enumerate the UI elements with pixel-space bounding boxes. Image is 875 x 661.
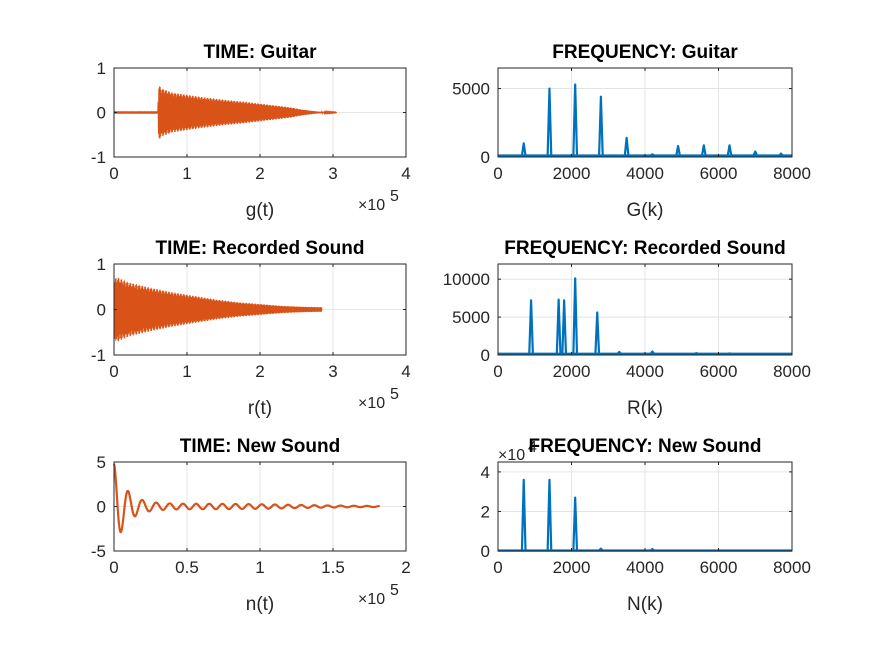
x-tick-label: 0: [109, 362, 118, 381]
x-tick-label: 1: [182, 362, 191, 381]
x-exponent-power: 5: [390, 386, 399, 403]
x-tick-label: 1.5: [321, 558, 345, 577]
y-tick-label: 10000: [443, 270, 490, 289]
y-tick-label: 0: [481, 346, 490, 365]
subplot-title: FREQUENCY: New Sound: [529, 436, 762, 457]
x-tick-label: 6000: [700, 362, 738, 381]
subplot-title: TIME: Guitar: [204, 42, 318, 63]
x-tick-label: 1: [255, 558, 264, 577]
y-tick-label: 5000: [452, 80, 490, 99]
x-exponent-power: 5: [390, 582, 399, 599]
y-tick-label: 5: [97, 453, 106, 472]
x-tick-label: 8000: [773, 164, 811, 183]
y-tick-label: 0: [97, 104, 106, 123]
x-axis-label: n(t): [246, 594, 275, 615]
x-tick-label: 4000: [626, 164, 664, 183]
x-tick-label: 2000: [553, 558, 591, 577]
y-tick-label: -5: [91, 542, 106, 561]
y-tick-label: 1: [97, 255, 106, 274]
y-tick-label: 1: [97, 59, 106, 78]
subplot-4: 0 2000 4000 6000 8000 0 5000 10000 FREQUENCY: Re…: [443, 238, 811, 419]
x-tick-label: 2: [255, 362, 264, 381]
x-exponent-label: ×10: [358, 197, 385, 214]
x-tick-label: 8000: [773, 558, 811, 577]
x-exponent-label: ×10: [358, 591, 385, 608]
x-tick-label: 2000: [553, 362, 591, 381]
x-tick-label: 4: [401, 164, 410, 183]
x-tick-label: 0: [493, 558, 502, 577]
x-axis-label: g(t): [246, 200, 275, 221]
x-tick-label: 2000: [553, 164, 591, 183]
spectrum-peak: [695, 353, 699, 354]
x-tick-label: 6000: [700, 164, 738, 183]
x-tick-label: 4: [401, 362, 410, 381]
y-tick-label: 0: [97, 498, 106, 517]
y-tick-label: 0: [97, 301, 106, 320]
spectrum-peak: [651, 154, 655, 155]
x-axis-label: R(k): [627, 398, 663, 419]
spectrum-peak: [651, 549, 655, 551]
y-tick-label: -1: [91, 346, 106, 365]
x-tick-label: 2: [401, 558, 410, 577]
x-tick-label: 0: [493, 362, 502, 381]
subplot-title: TIME: Recorded Sound: [156, 238, 365, 259]
x-tick-label: 1: [182, 164, 191, 183]
x-axis-label: N(k): [627, 594, 663, 615]
x-tick-label: 6000: [700, 558, 738, 577]
subplot-title: TIME: New Sound: [180, 436, 340, 457]
x-tick-label: 4000: [626, 362, 664, 381]
x-tick-label: 8000: [773, 362, 811, 381]
y-tick-label: 0: [481, 542, 490, 561]
y-tick-label: 5000: [452, 308, 490, 327]
y-exponent-label: ×10: [498, 447, 525, 464]
y-tick-label: -1: [91, 148, 106, 167]
y-tick-label: 0: [481, 148, 490, 167]
x-tick-label: 0: [109, 558, 118, 577]
x-exponent-label: ×10: [358, 395, 385, 412]
y-tick-label: 2: [481, 502, 490, 521]
x-tick-label: 3: [328, 362, 337, 381]
y-tick-label: 4: [481, 463, 490, 482]
x-axis-label: G(k): [627, 200, 664, 221]
subplot-title: FREQUENCY: Guitar: [552, 42, 738, 63]
x-tick-label: 0: [493, 164, 502, 183]
x-tick-label: 4000: [626, 558, 664, 577]
x-tick-label: 0: [109, 164, 118, 183]
x-tick-label: 3: [328, 164, 337, 183]
x-exponent-power: 5: [390, 188, 399, 205]
x-tick-label: 0.5: [175, 558, 199, 577]
x-axis-label: r(t): [248, 398, 272, 419]
subplot-2: 0 2000 4000 6000 8000 0 5000 FREQUENCY: Guitar G…: [452, 42, 811, 221]
x-tick-label: 2: [255, 164, 264, 183]
subplot-title: FREQUENCY: Recorded Sound: [504, 238, 786, 259]
